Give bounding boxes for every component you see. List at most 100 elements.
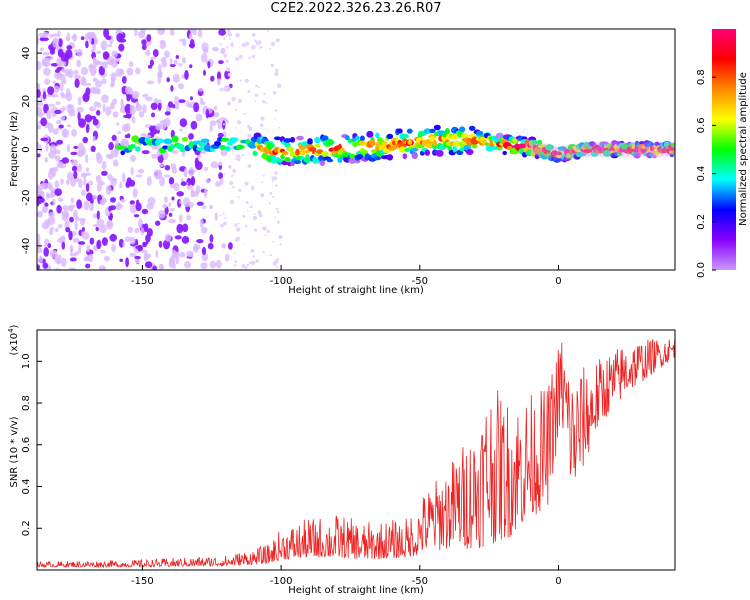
noise-speck-14	[238, 188, 242, 192]
noise-blob-380	[209, 204, 214, 210]
noise-blob-213	[61, 106, 66, 111]
noise-speck-94	[229, 37, 231, 40]
noise-blob-712	[152, 49, 159, 57]
ridge-blob-121	[307, 138, 313, 145]
noise-blob-641	[78, 244, 82, 254]
noise-blob-748	[130, 237, 136, 245]
ridge-halo-130	[635, 141, 648, 158]
noise-speck-40	[241, 43, 246, 48]
noise-blob-399	[52, 128, 59, 135]
noise-speck-137	[277, 210, 280, 214]
noise-blob-593	[171, 150, 179, 155]
ridge-blob-26	[181, 136, 189, 142]
noise-blob-697	[54, 166, 59, 172]
noise-blob-414	[182, 38, 187, 47]
noise-blob-265	[59, 82, 64, 92]
noise-blob-700	[94, 80, 103, 88]
noise-blob-127	[138, 111, 145, 118]
noise-speck-23	[269, 253, 272, 257]
ridge-blob-464	[591, 151, 598, 157]
noise-blob-769	[186, 185, 193, 190]
noise-blob-472	[56, 161, 64, 169]
noise-speck-139	[266, 229, 270, 233]
noise-blob-429	[137, 30, 146, 39]
noise-blob-310	[52, 198, 56, 206]
noise-blob-663	[38, 255, 44, 264]
ridge-blob-125	[308, 147, 317, 152]
snr-x-tick-label-0: 0	[555, 576, 561, 587]
ridge-halo-138	[657, 141, 670, 158]
noise-blob-684	[155, 220, 161, 226]
snr-x-axis-label: Height of straight line (km)	[288, 585, 424, 596]
snr-panel: -150 -100 -50 0 0.2 0.4 0.6 0.8 1.0 Height of s…	[7, 324, 676, 596]
noise-blob-395	[66, 144, 71, 153]
noise-blob-677	[111, 244, 116, 253]
noise-blob-438	[126, 177, 132, 186]
noise-blob-389	[115, 148, 119, 156]
noise-blob-549	[117, 131, 122, 135]
noise-speck-102	[270, 63, 274, 68]
noise-blob-253	[210, 75, 215, 82]
noise-blob-560	[96, 210, 100, 220]
noise-blob-659	[108, 142, 114, 151]
noise-blob-605	[70, 197, 75, 204]
noise-blob-479	[134, 227, 140, 234]
ridge-blob-192	[366, 130, 374, 138]
noise-speck-103	[225, 59, 229, 63]
ridge-blob-86	[276, 159, 284, 163]
noise-speck-82	[239, 79, 242, 82]
noise-speck-5	[254, 100, 257, 102]
spectrogram-y-axis-label: Frequency (Hz)	[9, 111, 20, 187]
snr-series	[37, 339, 675, 569]
ridge-blob-117	[304, 149, 311, 154]
noise-blob-513	[183, 168, 188, 178]
noise-speck-28	[275, 68, 279, 73]
noise-speck-81	[224, 216, 227, 220]
ridge-blob-46	[232, 137, 239, 142]
spectrogram-y-tick-label-0: 0	[21, 146, 32, 152]
ridge-blob-308	[460, 133, 469, 139]
colorbar-tick-label-0.8: 0.8	[696, 69, 707, 85]
noise-blob-480	[88, 63, 94, 72]
noise-blob-536	[190, 29, 195, 33]
noise-blob-475	[122, 242, 126, 247]
noise-blob-746	[48, 103, 56, 107]
ridge-halo-100	[552, 146, 565, 163]
noise-blob-376	[164, 233, 172, 242]
ridge-blob-217	[386, 154, 394, 161]
ridge-blob-174	[352, 141, 358, 148]
noise-speck-121	[234, 252, 237, 255]
noise-blob-199	[137, 168, 145, 174]
spectrogram-y-tick-label--40: -40	[21, 238, 32, 254]
noise-blob-711	[44, 221, 51, 228]
noise-blob-758	[47, 86, 55, 96]
ridge-blob-391	[531, 139, 538, 145]
noise-blob-293	[37, 247, 43, 254]
noise-speck-24	[252, 215, 258, 221]
noise-blob-737	[92, 135, 96, 142]
spectrogram-x-tick-label--50: -50	[412, 276, 428, 287]
noise-blob-496	[74, 48, 78, 54]
noise-blob-312	[121, 172, 126, 183]
noise-blob-546	[77, 142, 85, 153]
noise-blob-740	[54, 180, 60, 189]
noise-speck-32	[223, 173, 226, 176]
noise-speck-159	[262, 174, 265, 177]
noise-blob-299	[131, 115, 136, 124]
noise-blob-157	[96, 50, 102, 54]
noise-blob-565	[202, 101, 206, 106]
noise-blob-66	[179, 128, 183, 132]
noise-speck-36	[276, 220, 280, 224]
noise-blob-654	[54, 69, 60, 73]
noise-speck-15	[262, 251, 265, 254]
noise-blob-124	[96, 154, 103, 164]
ridge-halo-126	[624, 141, 637, 158]
spectrogram-x-ticks: -150 -100 -50 0	[131, 265, 562, 287]
ridge-halo-132	[641, 141, 654, 158]
noise-speck-45	[254, 213, 256, 216]
noise-speck-31	[227, 32, 233, 37]
noise-blob-105	[37, 264, 40, 270]
noise-blob-379	[188, 33, 193, 40]
noise-speck-7	[254, 93, 259, 97]
noise-blob-621	[175, 55, 179, 59]
